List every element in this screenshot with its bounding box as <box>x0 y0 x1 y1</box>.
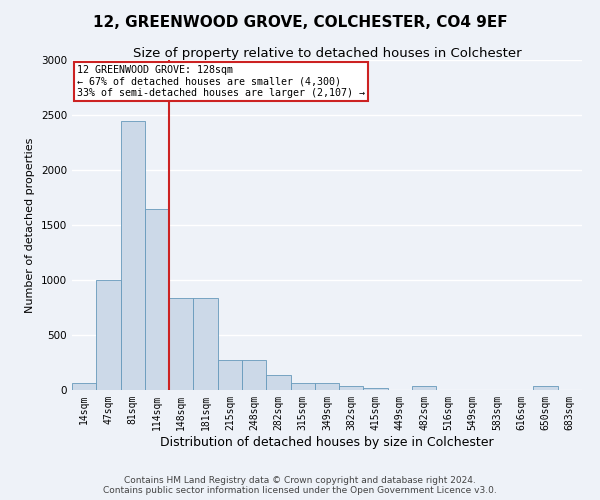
X-axis label: Distribution of detached houses by size in Colchester: Distribution of detached houses by size … <box>160 436 494 448</box>
Bar <box>169 298 193 390</box>
Bar <box>339 386 364 390</box>
Bar <box>533 386 558 390</box>
Bar <box>145 208 169 390</box>
Bar <box>72 384 96 390</box>
Bar <box>218 360 242 390</box>
Text: 12 GREENWOOD GROVE: 128sqm
← 67% of detached houses are smaller (4,300)
33% of s: 12 GREENWOOD GROVE: 128sqm ← 67% of deta… <box>77 65 365 98</box>
Bar <box>364 388 388 390</box>
Y-axis label: Number of detached properties: Number of detached properties <box>25 138 35 312</box>
Text: Contains HM Land Registry data © Crown copyright and database right 2024.
Contai: Contains HM Land Registry data © Crown c… <box>103 476 497 495</box>
Bar <box>96 280 121 390</box>
Bar <box>193 298 218 390</box>
Bar <box>242 360 266 390</box>
Bar <box>290 384 315 390</box>
Bar <box>121 120 145 390</box>
Bar <box>412 386 436 390</box>
Text: 12, GREENWOOD GROVE, COLCHESTER, CO4 9EF: 12, GREENWOOD GROVE, COLCHESTER, CO4 9EF <box>92 15 508 30</box>
Title: Size of property relative to detached houses in Colchester: Size of property relative to detached ho… <box>133 47 521 60</box>
Bar <box>266 374 290 390</box>
Bar <box>315 384 339 390</box>
